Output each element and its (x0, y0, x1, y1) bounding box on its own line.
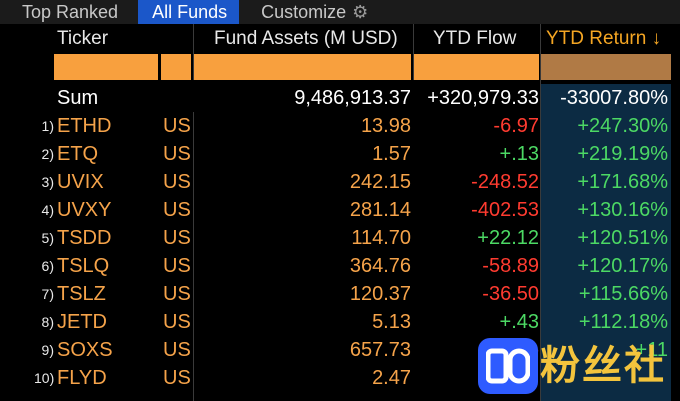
row-ticker[interactable]: UVXY (57, 199, 112, 221)
table-row[interactable]: 9) SOXS US 657.73 - +11 (0, 336, 680, 364)
row-ytd-flow: -402.53 (471, 199, 539, 221)
column-header-row: Ticker Fund Assets (M USD) YTD Flow YTD … (0, 24, 680, 54)
row-fund-assets: 13.98 (360, 115, 411, 137)
row-ticker[interactable]: ETQ (57, 143, 99, 165)
sum-row: Sum 9,486,913.37 +320,979.33 -33007.80% (0, 84, 680, 112)
table-row[interactable]: 6) TSLQ US 364.76 -58.89 +120.17% (0, 252, 680, 280)
row-ytd-return: +247.30% (577, 115, 668, 137)
row-ytd-return: +130.16% (577, 199, 668, 221)
row-fund-assets: 657.73 (349, 339, 411, 361)
column-divider (540, 24, 541, 401)
ytd-return-column-bg (541, 84, 671, 401)
row-ytd-flow: +.13 (499, 143, 539, 165)
table-row[interactable]: 2) ETQ US 1.57 +.13 +219.19% (0, 140, 680, 168)
table-row[interactable]: 5) TSDD US 114.70 +22.12 +120.51% (0, 224, 680, 252)
row-country: US (163, 339, 191, 361)
row-country: US (163, 283, 191, 305)
table-row[interactable]: 3) UVIX US 242.15 -248.52 +171.68% (0, 168, 680, 196)
row-ytd-flow: +22.12 (477, 227, 539, 249)
row-rank: 7) (41, 286, 54, 302)
row-fund-assets: 2.47 (372, 367, 411, 389)
tab-customize[interactable]: Customize ⚙ (239, 0, 378, 24)
watermark-logo (478, 338, 538, 394)
watermark-text: 粉丝社区 (540, 344, 666, 401)
tab-top-ranked[interactable]: Top Ranked (22, 2, 119, 22)
row-ytd-flow: -36.50 (482, 283, 539, 305)
column-divider (193, 24, 194, 80)
tab-all-funds[interactable]: All Funds (138, 0, 240, 24)
filter-ticker[interactable] (54, 54, 158, 80)
row-rank: 5) (41, 230, 54, 246)
row-fund-assets: 242.15 (349, 171, 411, 193)
fensi-logo-icon (486, 348, 530, 384)
header-fund-assets[interactable]: Fund Assets (M USD) (214, 28, 398, 49)
row-country: US (163, 143, 191, 165)
row-fund-assets: 281.14 (349, 199, 411, 221)
row-ytd-flow: -248.52 (471, 171, 539, 193)
table-row[interactable]: 7) TSLZ US 120.37 -36.50 +115.66% (0, 280, 680, 308)
table-row[interactable]: 8) JETD US 5.13 +.43 +112.18% (0, 308, 680, 336)
filter-country[interactable] (161, 54, 191, 80)
sum-ytd-return: -33007.80% (560, 87, 668, 109)
row-country: US (163, 199, 191, 221)
header-ticker[interactable]: Ticker (57, 28, 109, 49)
row-rank: 9) (41, 342, 54, 358)
tab-customize-label: Customize (261, 2, 347, 22)
column-divider (413, 24, 414, 80)
row-ytd-return: +219.19% (577, 143, 668, 165)
row-country: US (163, 311, 191, 333)
row-ticker[interactable]: ETHD (57, 115, 112, 137)
row-rank: 8) (41, 314, 54, 330)
row-fund-assets: 5.13 (372, 311, 411, 333)
filter-fund-assets[interactable] (194, 54, 411, 80)
sum-fund-assets: 9,486,913.37 (294, 87, 411, 109)
row-ticker[interactable]: UVIX (57, 171, 104, 193)
row-country: US (163, 255, 191, 277)
table-row[interactable]: 1) ETHD US 13.98 -6.97 +247.30% (0, 112, 680, 140)
row-ytd-flow: +.43 (499, 311, 539, 333)
header-ytd-return[interactable]: YTD Return ↓ (546, 28, 662, 49)
row-country: US (163, 115, 191, 137)
row-ytd-return: +115.66% (578, 283, 668, 305)
row-fund-assets: 120.37 (349, 283, 411, 305)
row-ticker[interactable]: SOXS (57, 339, 113, 361)
row-fund-assets: 114.70 (351, 227, 411, 249)
sum-label: Sum (57, 87, 99, 109)
row-ticker[interactable]: JETD (57, 311, 107, 333)
row-fund-assets: 364.76 (349, 255, 411, 277)
row-country: US (163, 171, 191, 193)
row-rank: 4) (41, 202, 54, 218)
column-divider (193, 112, 194, 401)
row-ticker[interactable]: FLYD (57, 367, 107, 389)
table-row[interactable]: 10) FLYD US 2.47 (0, 364, 680, 392)
row-country: US (163, 367, 191, 389)
row-ytd-flow: -58.89 (482, 255, 539, 277)
table-row[interactable]: 4) UVXY US 281.14 -402.53 +130.16% (0, 196, 680, 224)
row-ytd-return: +112.18% (578, 311, 668, 333)
filter-ytd-flow[interactable] (414, 54, 539, 80)
row-ytd-return: +120.51% (577, 227, 668, 249)
row-ytd-return: +11 (635, 339, 668, 361)
row-country: US (163, 227, 191, 249)
tab-bar: Top Ranked All Funds Customize ⚙ (0, 0, 680, 24)
row-rank: 10) (34, 370, 55, 386)
row-ytd-return: +171.68% (577, 171, 668, 193)
filter-ytd-return[interactable] (541, 54, 671, 80)
header-ytd-flow[interactable]: YTD Flow (433, 28, 517, 49)
row-rank: 1) (41, 118, 54, 134)
sum-ytd-flow: +320,979.33 (427, 87, 539, 109)
row-rank: 2) (41, 146, 54, 162)
row-ticker[interactable]: TSDD (57, 227, 112, 249)
gear-icon[interactable]: ⚙ (352, 2, 369, 22)
row-ytd-return: +120.17% (577, 255, 668, 277)
row-ytd-flow: -6.97 (493, 115, 539, 137)
row-rank: 6) (41, 258, 54, 274)
row-rank: 3) (41, 174, 54, 190)
row-ticker[interactable]: TSLQ (57, 255, 110, 277)
row-fund-assets: 1.57 (372, 143, 411, 165)
row-ticker[interactable]: TSLZ (57, 283, 106, 305)
